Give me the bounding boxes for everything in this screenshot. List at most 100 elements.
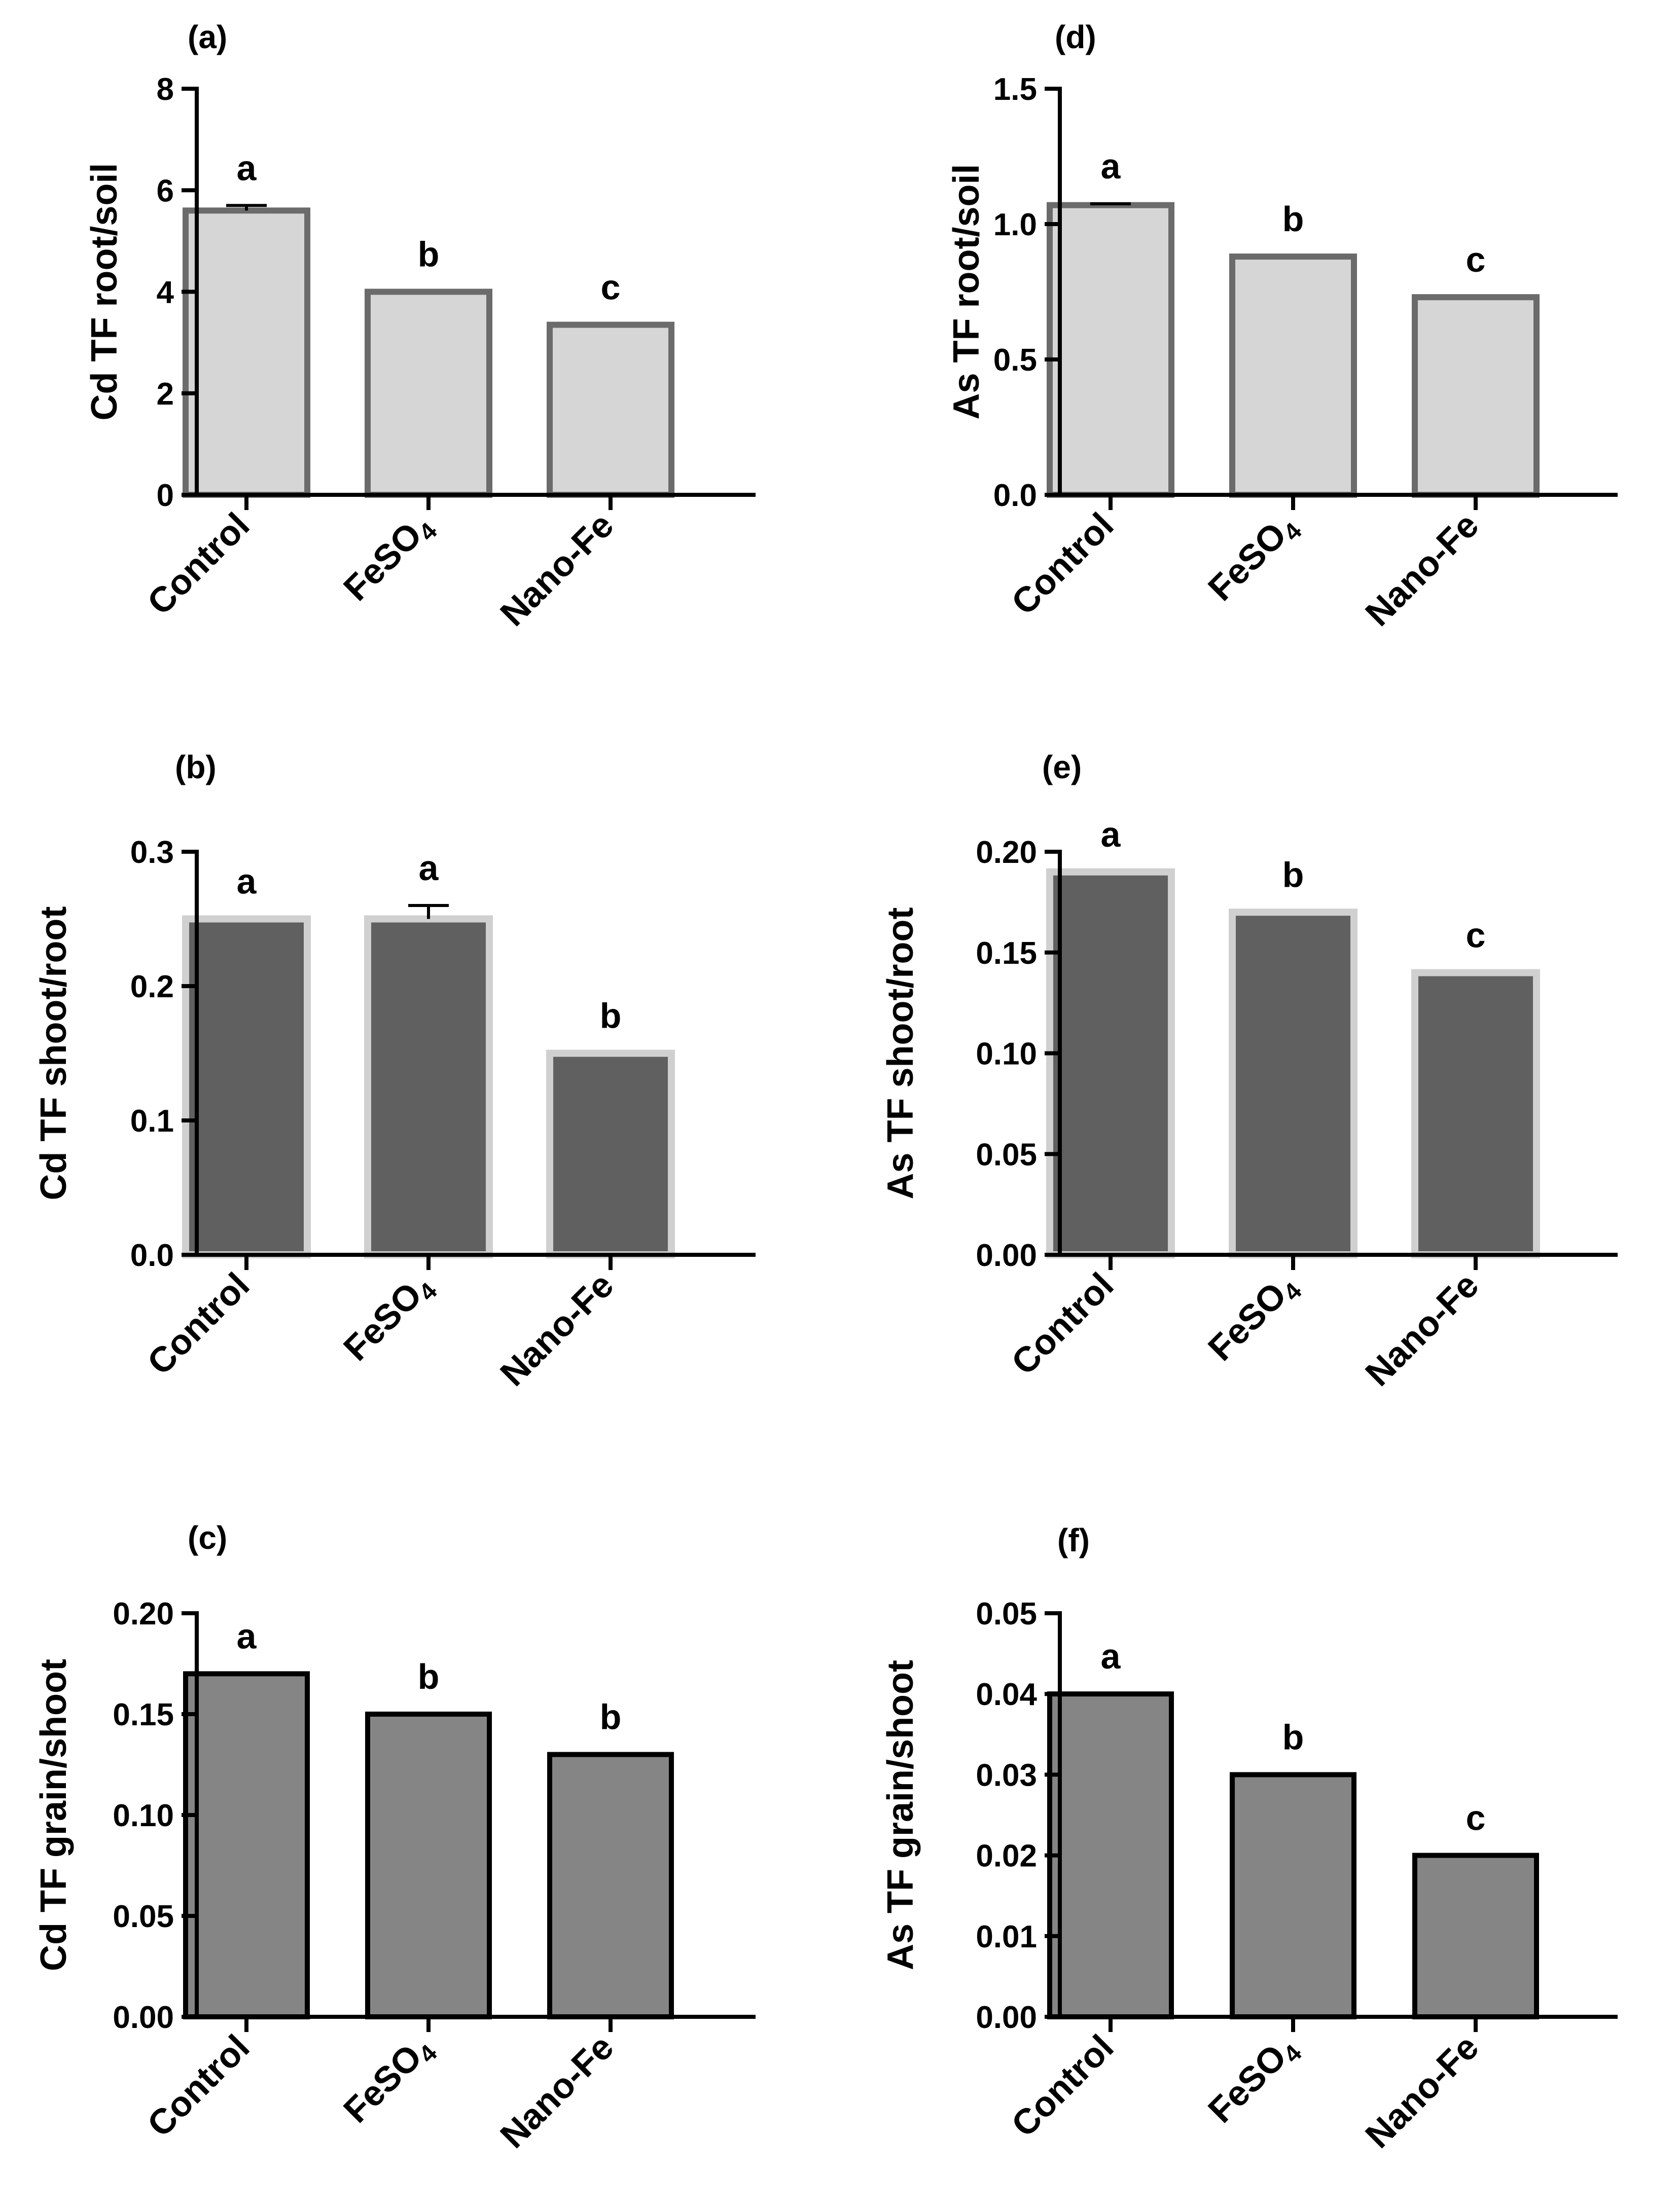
y-axis-label: As TF root/soil [946, 164, 987, 420]
y-axis-label: Cd TF grain/shoot [33, 1659, 74, 1971]
y-tick-label: 0.20 [113, 1597, 174, 1631]
category-label: Control [1004, 505, 1121, 622]
significance-letter: b [600, 1697, 622, 1737]
significance-letter: b [1282, 199, 1304, 239]
category-label: FeSO4 [336, 2027, 443, 2134]
category-label: Control [140, 505, 257, 622]
y-tick-label: 0.00 [113, 2000, 174, 2035]
y-axis-label: Cd TF root/soil [84, 163, 125, 421]
y-axis-label: As TF grain/shoot [880, 1660, 921, 1970]
y-tick-label: 2 [157, 377, 174, 412]
y-tick-label: 0 [157, 478, 174, 513]
significance-letter: a [237, 148, 257, 188]
significance-letter: c [1466, 240, 1486, 279]
y-tick-label: 1.0 [993, 207, 1037, 242]
chart-panel-a: (a) a Control b FeSO4 c Nano-Fe 0 2 4 6 8 Cd TF root… [84, 19, 756, 634]
y-tick-label: 0.00 [976, 1238, 1037, 1273]
category-label: Nano-Fe [492, 2027, 621, 2155]
significance-letter: b [1282, 1717, 1304, 1757]
panel-label: (b) [175, 749, 217, 785]
significance-letter: a [1101, 815, 1121, 854]
category-label: FeSO4 [1200, 505, 1307, 612]
category-label: Control [140, 2027, 257, 2144]
bar-feso4 [365, 288, 492, 498]
y-axis-label: Cd TF shoot/root [33, 906, 74, 1201]
y-tick-label: 0.10 [113, 1798, 174, 1833]
significance-letter: b [1282, 855, 1304, 894]
significance-letter: a [237, 1616, 257, 1656]
y-tick-label: 0.05 [113, 1899, 174, 1934]
bar-control [1046, 868, 1175, 1258]
y-tick-label: 0.00 [976, 2000, 1037, 2035]
category-label: FeSO4 [1200, 1265, 1307, 1372]
significance-letter: a [419, 848, 439, 888]
bar-control [1047, 202, 1174, 498]
significance-letter: a [237, 862, 257, 901]
panel-label: (d) [1055, 19, 1096, 55]
bar-nano-fe [1412, 1853, 1539, 2020]
axis-lines [1058, 87, 1618, 497]
category-label: Nano-Fe [492, 1265, 621, 1393]
significance-letter: b [418, 235, 440, 274]
y-tick-label: 0.02 [976, 1839, 1037, 1874]
bar-feso4 [1229, 253, 1357, 498]
bar-nano-fe [1411, 969, 1540, 1258]
bar-feso4 [364, 915, 493, 1258]
panel-label: (e) [1042, 749, 1082, 785]
y-axis-label: As TF shoot/root [880, 908, 921, 1200]
significance-letter: b [600, 996, 622, 1036]
panel-label: (a) [188, 19, 227, 55]
y-tick-label: 0.04 [976, 1677, 1037, 1712]
y-tick-label: 0.0 [993, 478, 1037, 513]
axis-lines [1058, 1611, 1618, 2019]
chart-panel-f: (f) a Control b FeSO4 c Nano-Fe 0.00 0.01 0.02 0.0… [880, 1522, 1618, 2156]
significance-letter: c [601, 268, 621, 307]
y-tick-label: 0.20 [976, 835, 1037, 870]
axis-lines [195, 1611, 756, 2019]
category-label: Nano-Fe [492, 505, 621, 633]
bar-control [182, 915, 311, 1258]
y-tick-label: 0.03 [976, 1758, 1037, 1793]
category-label: FeSO4 [1200, 2027, 1307, 2134]
y-tick-label: 0.05 [976, 1137, 1037, 1172]
panel-label: (f) [1057, 1522, 1090, 1558]
category-label: FeSO4 [336, 1265, 443, 1372]
axis-lines [195, 87, 756, 497]
bar-nano-fe [546, 1049, 675, 1258]
category-label: Nano-Fe [1358, 505, 1486, 633]
bar-nano-fe [1412, 294, 1540, 498]
chart-panel-c: (c) a Control b FeSO4 b Nano-Fe 0.00 0.05 0.10 0.1… [33, 1519, 756, 2156]
bar-control [183, 207, 310, 498]
bar-feso4 [1229, 909, 1358, 1258]
y-tick-label: 0.01 [976, 1919, 1037, 1954]
bar-feso4 [365, 1712, 492, 2019]
category-label: Nano-Fe [1358, 1265, 1486, 1393]
axis-lines [1058, 850, 1618, 1257]
significance-letter: a [1101, 1637, 1121, 1676]
axis-lines [195, 850, 756, 1257]
category-label: Nano-Fe [1358, 2027, 1486, 2155]
bar-control [1047, 1691, 1174, 2019]
y-tick-label: 1.5 [993, 72, 1037, 107]
bar-nano-fe [547, 1752, 674, 2020]
category-label: FeSO4 [336, 505, 443, 612]
significance-letter: a [1101, 147, 1121, 186]
bar-feso4 [1230, 1772, 1356, 2019]
chart-panel-e: (e) a Control b FeSO4 c Nano-Fe 0.00 0.05 0.10 0.1… [880, 749, 1618, 1394]
category-label: Control [140, 1265, 257, 1382]
significance-letter: c [1466, 916, 1486, 955]
y-tick-label: 0.1 [130, 1104, 174, 1139]
bar-control [183, 1671, 310, 2019]
chart-panel-b: (b) a Control a FeSO4 b Nano-Fe 0.0 0.1 0.2 0.3 Cd … [33, 749, 756, 1394]
y-tick-label: 0.0 [130, 1238, 174, 1273]
significance-letter: b [418, 1657, 440, 1696]
y-tick-label: 0.15 [976, 936, 1037, 971]
y-tick-label: 0.05 [976, 1597, 1037, 1631]
chart-panel-d: (d) a Control b FeSO4 c Nano-Fe 0.0 0.5 1.0 1.5 As … [946, 19, 1618, 634]
y-tick-label: 0.15 [113, 1697, 174, 1732]
y-tick-label: 0.2 [130, 969, 174, 1004]
y-tick-label: 0.10 [976, 1037, 1037, 1072]
bar-nano-fe [547, 321, 674, 498]
y-tick-label: 0.3 [130, 835, 174, 870]
